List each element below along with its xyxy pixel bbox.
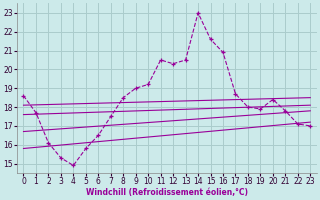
- X-axis label: Windchill (Refroidissement éolien,°C): Windchill (Refroidissement éolien,°C): [86, 188, 248, 197]
